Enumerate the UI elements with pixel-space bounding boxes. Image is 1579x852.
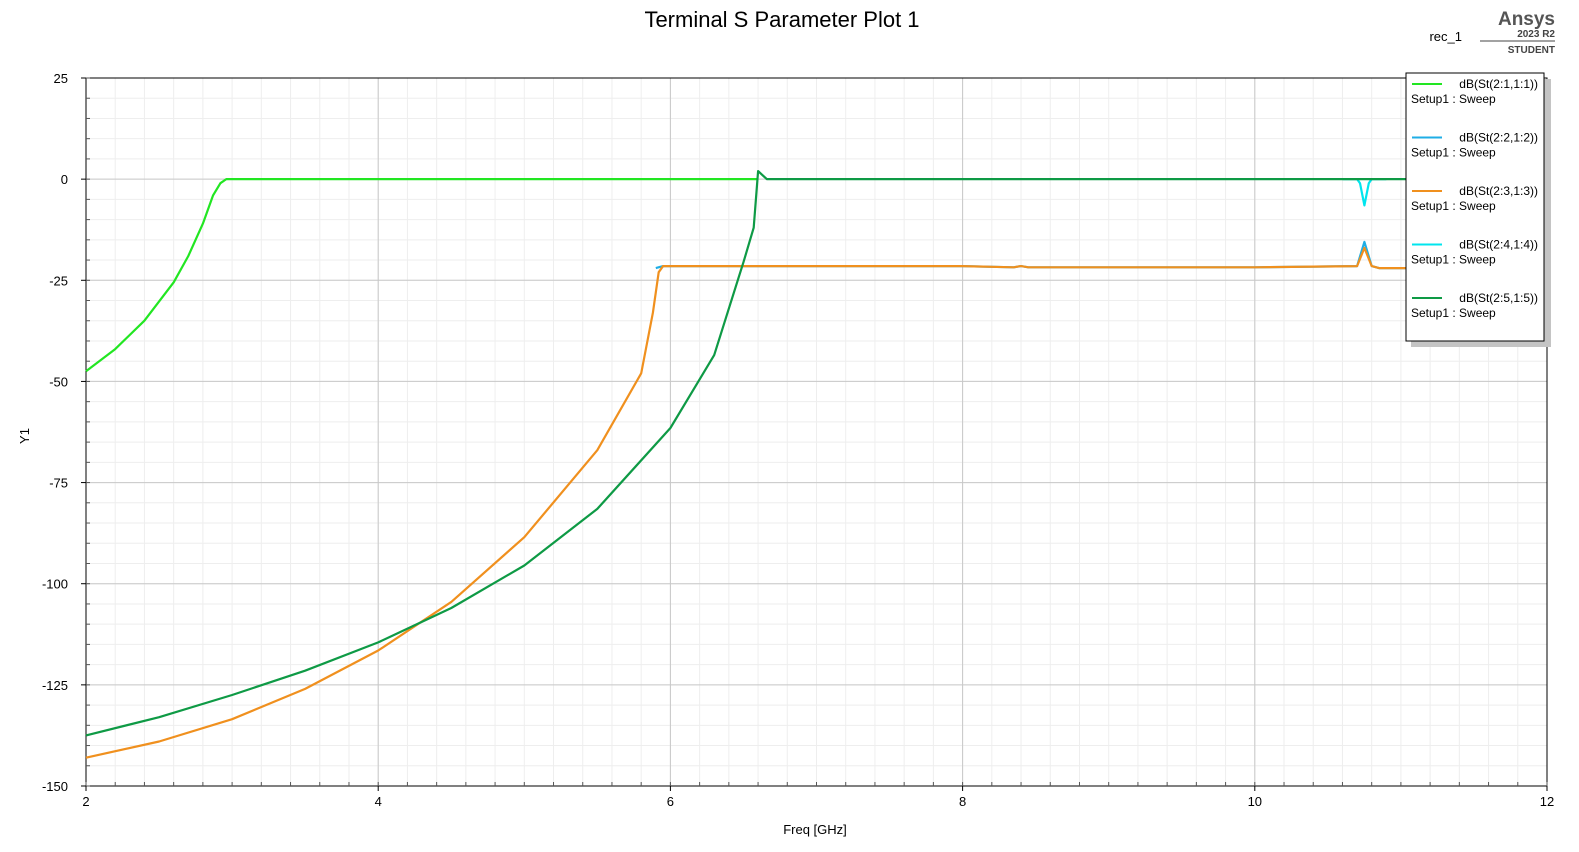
- legend-label: dB(St(2:5,1:5)): [1459, 291, 1538, 305]
- legend-label: dB(St(2:3,1:3)): [1459, 184, 1538, 198]
- chart-title: Terminal S Parameter Plot 1: [644, 7, 919, 32]
- x-axis: 2 4 6 8 10 12: [82, 786, 1554, 809]
- legend-sublabel: Setup1 : Sweep: [1411, 146, 1496, 160]
- chart-subtitle: rec_1: [1429, 29, 1462, 44]
- legend-label: dB(St(2:1,1:1)): [1459, 77, 1538, 91]
- legend-sublabel: Setup1 : Sweep: [1411, 199, 1496, 213]
- x-tick-label: 10: [1248, 794, 1262, 809]
- brand-version: 2023 R2: [1517, 29, 1555, 40]
- y-tick-label: -125: [42, 678, 68, 693]
- series-line-4: [1343, 179, 1387, 205]
- x-axis-label: Freq [GHz]: [783, 822, 847, 837]
- x-tick-label: 4: [375, 794, 382, 809]
- y-tick-label: -75: [49, 476, 68, 491]
- y-tick-label: 25: [54, 71, 68, 86]
- y-tick-label: 0: [61, 172, 68, 187]
- y-axis: 25 0 -25 -50 -75 -100 -125 -150: [42, 71, 86, 794]
- x-tick-label: 12: [1540, 794, 1554, 809]
- y-tick-label: -100: [42, 577, 68, 592]
- ansys-logo: Ansys 2023 R2 STUDENT: [1480, 9, 1555, 56]
- y-tick-label: -50: [49, 374, 68, 389]
- y-tick-label: -25: [49, 273, 68, 288]
- legend-label: dB(St(2:2,1:2)): [1459, 131, 1538, 145]
- y-axis-label: Y1: [17, 428, 32, 444]
- x-tick-label: 6: [667, 794, 674, 809]
- grid-minor: [86, 78, 1547, 786]
- legend-sublabel: Setup1 : Sweep: [1411, 253, 1496, 267]
- brand-edition: STUDENT: [1508, 45, 1555, 56]
- legend-label: dB(St(2:4,1:4)): [1459, 238, 1538, 252]
- legend-sublabel: Setup1 : Sweep: [1411, 306, 1496, 320]
- brand-name: Ansys: [1498, 9, 1555, 30]
- x-tick-label: 2: [82, 794, 89, 809]
- x-tick-label: 8: [959, 794, 966, 809]
- legend[interactable]: dB(St(2:1,1:1))Setup1 : SweepdB(St(2:2,1…: [1406, 73, 1551, 347]
- legend-sublabel: Setup1 : Sweep: [1411, 92, 1496, 106]
- y-tick-label: -150: [42, 779, 68, 794]
